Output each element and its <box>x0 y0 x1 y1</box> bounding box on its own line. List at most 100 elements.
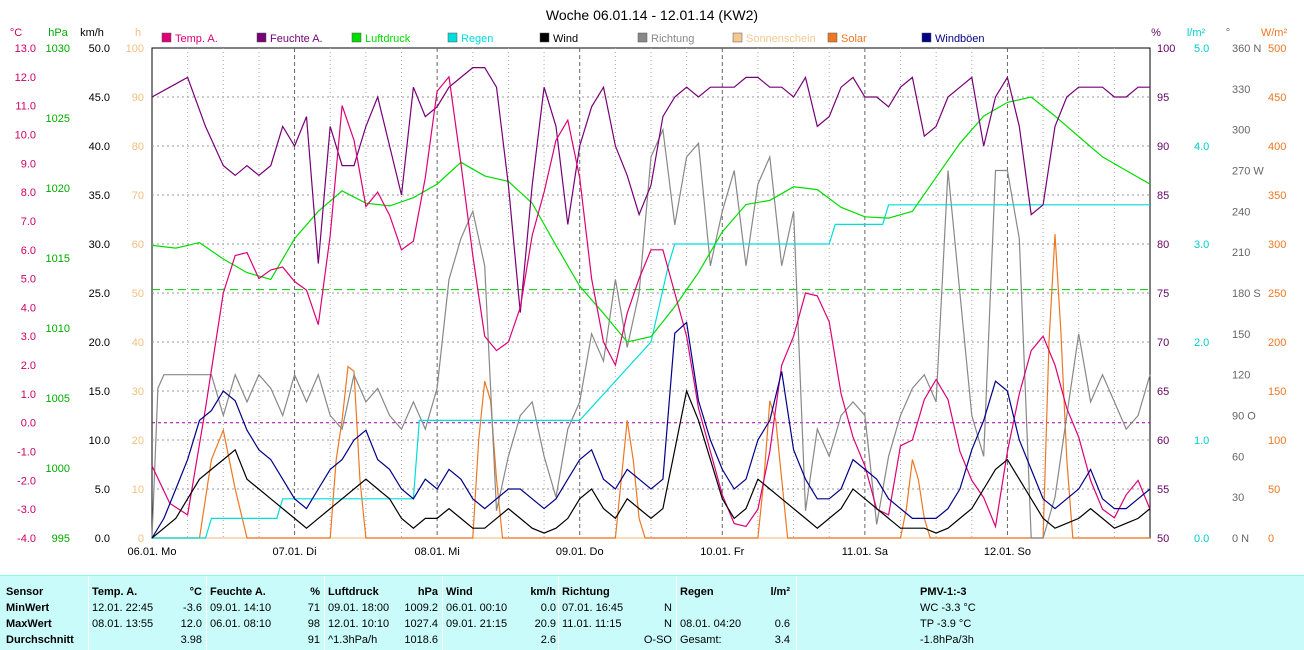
legend-label: Luftdruck <box>365 33 411 45</box>
legend: Temp. A. Feuchte A. Luftdruck Regen Wind Rich… <box>161 32 985 45</box>
stats-header: Feuchte A. <box>210 586 266 598</box>
legend-swatch <box>921 32 932 43</box>
humidity-axis-tick: 95 <box>1157 92 1169 104</box>
stats-value: 3.4 <box>774 634 790 646</box>
solar-axis-tick: 0 <box>1268 533 1274 545</box>
stats-time: 09.01. 21:15 <box>446 618 508 630</box>
humidity-axis-tick: 85 <box>1157 190 1169 202</box>
humidity-axis-tick: 65 <box>1157 386 1169 398</box>
stats-time: 08.01. 13:55 <box>92 618 154 630</box>
sunshine-axis-tick: 60 <box>132 239 144 251</box>
direction-axis-tick: 360 N <box>1232 43 1261 55</box>
stats-row-label: Durchschnitt <box>6 634 74 646</box>
legend-swatch <box>351 32 362 43</box>
stats-value: 0.6 <box>774 618 790 630</box>
legend-label: Temp. A. <box>175 33 218 45</box>
x-tick-label: 07.01. Di <box>273 546 317 558</box>
series-wind <box>151 388 1151 539</box>
solar-axis-tick: 250 <box>1268 288 1286 300</box>
stats-separator <box>676 576 677 650</box>
direction-axis-tick: 90 O <box>1232 411 1256 423</box>
axis-unit-label: l/m² <box>1187 27 1206 39</box>
legend-swatch <box>539 32 550 43</box>
sunshine-axis-tick: 20 <box>132 435 144 447</box>
pressure-axis-tick: 1015 <box>46 253 70 265</box>
humidity-axis-tick: 55 <box>1157 484 1169 496</box>
wind-axis-tick: 20.0 <box>89 337 110 349</box>
stats-unit: km/h <box>530 586 556 598</box>
stats-value: 91 <box>307 634 320 646</box>
stats-value: N <box>664 602 672 614</box>
legend-label: Wind <box>553 33 578 45</box>
sunshine-axis-tick: 40 <box>132 337 144 349</box>
stats-time: 12.01. 22:45 <box>92 602 154 614</box>
humidity-axis-tick: 80 <box>1157 239 1169 251</box>
wind-axis-tick: 0.0 <box>95 533 110 545</box>
solar-axis-tick: 100 <box>1268 435 1286 447</box>
temp-axis-tick: 7.0 <box>21 216 36 228</box>
temp-axis-tick: 11.0 <box>15 101 36 113</box>
chart-title: Woche 06.01.14 - 12.01.14 (KW2) <box>546 7 758 23</box>
series-solar <box>152 234 1150 539</box>
humidity-axis-tick: 60 <box>1157 435 1169 447</box>
stats-separator <box>558 576 559 650</box>
humidity-axis-tick: 100 <box>1157 43 1175 55</box>
x-tick-label: 10.01. Fr <box>700 546 744 558</box>
temp-axis-tick: 2.0 <box>21 360 36 372</box>
stats-time: Gesamt: <box>680 634 722 646</box>
temp-axis-tick: 9.0 <box>21 158 36 170</box>
sunshine-axis-tick: 80 <box>132 141 144 153</box>
stats-value: 1018.6 <box>404 634 438 646</box>
axis-unit-label: °C <box>10 27 22 39</box>
stats-value: 12.0 <box>180 618 202 630</box>
sunshine-axis-tick: 0 <box>138 533 144 545</box>
stats-value: 2.6 <box>540 634 556 646</box>
rain-axis-tick: 4.0 <box>1194 141 1209 153</box>
rain-axis-tick: 1.0 <box>1194 435 1209 447</box>
stats-value: 3.98 <box>180 634 202 646</box>
direction-axis-tick: 210 <box>1232 247 1250 259</box>
stats-separator <box>324 576 325 650</box>
temp-axis-tick: -1.0 <box>17 447 36 459</box>
legend-label: Windböen <box>935 33 985 45</box>
legend-label: Richtung <box>651 33 694 45</box>
x-tick-label: 09.01. Do <box>556 546 604 558</box>
temp-axis-tick: 0.0 <box>21 418 36 430</box>
series-windb-en <box>151 321 1151 539</box>
stats-time: 09.01. 14:10 <box>210 602 272 614</box>
stats-unit: hPa <box>417 586 438 598</box>
pmv-line: -1.8hPa/3h <box>920 634 974 646</box>
direction-axis-tick: 240 <box>1232 206 1250 218</box>
stats-unit: °C <box>189 586 202 598</box>
rain-axis-tick: 2.0 <box>1194 337 1209 349</box>
pmv-title: PMV-1:-3 <box>920 586 967 598</box>
direction-axis-tick: 180 S <box>1232 288 1261 300</box>
legend-label: Sonnenschein <box>746 33 816 45</box>
stats-header: Temp. A. <box>92 586 138 598</box>
legend-label: Regen <box>461 33 493 45</box>
weekly-weather-chart: 06.01. Mo 07.01. Di 08.01. Mi 09.01. Do 10.0… <box>10 7 1288 558</box>
stats-separator <box>206 576 207 650</box>
stats-unit: % <box>310 586 320 598</box>
direction-axis-tick: 330 <box>1232 84 1250 96</box>
rain-axis-tick: 5.0 <box>1194 43 1209 55</box>
axis-unit-label: % <box>1151 27 1161 39</box>
stats-value: 98 <box>307 618 320 630</box>
stats-value: 20.9 <box>534 618 556 630</box>
temp-axis-tick: 12.0 <box>15 72 36 84</box>
stats-value: 1009.2 <box>404 602 438 614</box>
stats-time: 08.01. 04:20 <box>680 618 742 630</box>
legend-swatch <box>447 32 458 43</box>
stats-value: -3.6 <box>183 602 202 614</box>
solar-axis-tick: 150 <box>1268 386 1286 398</box>
pressure-axis-tick: 1025 <box>46 113 70 125</box>
direction-axis-tick: 300 <box>1232 125 1250 137</box>
wind-axis-tick: 5.0 <box>95 484 110 496</box>
sunshine-axis-tick: 90 <box>132 92 144 104</box>
stats-time: 09.01. 18:00 <box>328 602 390 614</box>
axis-unit-label: h <box>135 27 141 39</box>
sunshine-axis-tick: 50 <box>132 288 144 300</box>
wind-axis-tick: 50.0 <box>89 43 110 55</box>
x-tick-label: 06.01. Mo <box>128 546 177 558</box>
